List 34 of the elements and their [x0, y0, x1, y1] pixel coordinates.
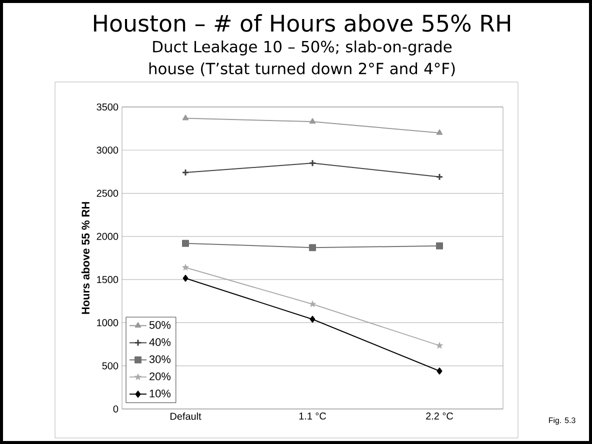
point [308, 300, 316, 308]
y-tick-label: 1000 [97, 319, 118, 326]
point [182, 240, 190, 247]
y-axis-title: Hours above 55 % RH [81, 202, 90, 314]
point [309, 244, 316, 252]
legend-label: 50% [149, 321, 171, 329]
point [436, 242, 444, 250]
legend-label: 20% [150, 372, 171, 380]
y-tick-label: 3500 [96, 103, 118, 111]
point [436, 174, 443, 180]
point [436, 368, 442, 375]
point [182, 170, 189, 176]
legend-label: 10% [150, 390, 171, 398]
x-tick-label: 1.1 °C [299, 412, 326, 420]
y-tick-label: 2000 [96, 232, 118, 240]
point [310, 160, 316, 166]
point [182, 274, 188, 282]
point [310, 316, 316, 323]
x-tick-label: Default [170, 412, 202, 420]
x-tick-label: 2.2 °C [426, 412, 454, 420]
point [436, 129, 443, 135]
point [182, 264, 190, 271]
y-tick-label: 1500 [97, 276, 118, 284]
point [182, 114, 189, 120]
point [436, 342, 444, 349]
y-tick-label: 0 [113, 405, 118, 413]
chart-title: Houston – # of Hours above 55% RH [94, 14, 510, 32]
y-tick-label: 2500 [96, 190, 118, 197]
chart-subtitle: Duct Leakage 10 – 50%; slab-on-grade house (T’stat turned down 2°F and 4°F) [149, 40, 455, 76]
legend-label: 40% [149, 338, 171, 346]
legend-label: 30% [149, 355, 171, 364]
y-tick-label: 3000 [96, 146, 118, 154]
point [309, 118, 316, 124]
y-tick-label: 500 [102, 362, 118, 370]
